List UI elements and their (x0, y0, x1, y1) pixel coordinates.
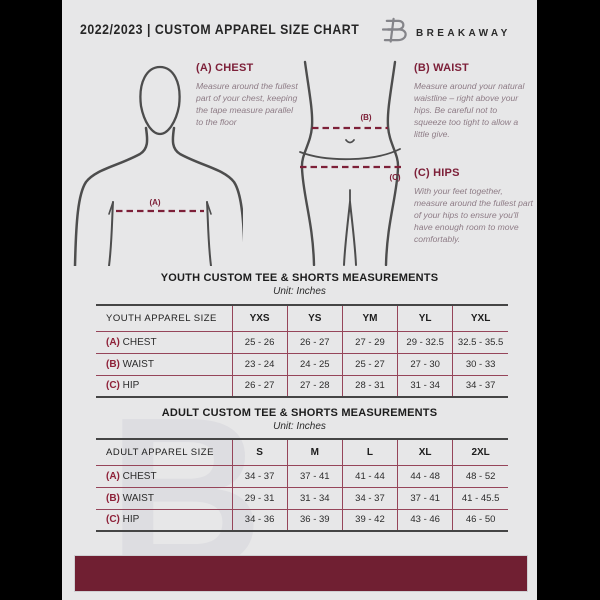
brand-name: BREAKAWAY (416, 27, 511, 39)
size-column-header: YXS (231, 305, 288, 332)
measurement-value: 23 - 24 (231, 353, 288, 376)
row-label-cell: (B) WAIST (96, 487, 232, 510)
measurement-value: 30 - 33 (452, 353, 508, 376)
measure-key: (A) (106, 470, 120, 482)
measurement-row: (C) HIP 34 - 36 36 - 39 39 - 42 43 - 46 46 - … (96, 509, 508, 532)
youth-size-table: YOUTH APPAREL SIZE YXS YS YM YL YXL (A) CHEST… (96, 304, 508, 398)
footer-bar (74, 555, 528, 592)
chest-marker-label: (A) (149, 198, 160, 207)
size-column-header: YS (286, 305, 343, 332)
measurement-value: 34 - 37 (231, 465, 288, 488)
measurement-value: 29 - 31 (231, 487, 288, 510)
size-table-label-header: ADULT APPAREL SIZE (96, 439, 232, 466)
size-column-header: 2XL (452, 439, 508, 466)
hips-guide: (C) HIPS With your feet together, measur… (414, 167, 536, 245)
measurement-value: 32.5 - 35.5 (452, 331, 508, 354)
measurement-value: 25 - 26 (231, 331, 288, 354)
size-column-header: M (286, 439, 343, 466)
measurement-value: 41 - 45.5 (452, 487, 508, 510)
measure-key: (C) (106, 380, 120, 392)
measurement-value: 34 - 36 (231, 509, 288, 532)
row-label-cell: (C) HIP (96, 375, 232, 398)
chest-guide: (A) CHEST Measure around the fullest par… (196, 62, 302, 128)
measurement-value: 37 - 41 (286, 465, 343, 488)
measurement-value: 46 - 50 (452, 509, 508, 532)
measurement-value: 26 - 27 (231, 375, 288, 398)
measurement-value: 25 - 27 (341, 353, 398, 376)
measurement-value: 34 - 37 (341, 487, 398, 510)
measurement-row: (C) HIP 26 - 27 27 - 28 28 - 31 31 - 34 34 - … (96, 375, 508, 398)
youth-table-title: YOUTH CUSTOM TEE & SHORTS MEASUREMENTS (160, 272, 439, 284)
size-table-label-header: YOUTH APPAREL SIZE (96, 305, 232, 332)
measurement-value: 26 - 27 (286, 331, 343, 354)
waist-guide-heading: (B) WAIST (414, 62, 469, 74)
page-title: 2022/2023 | CUSTOM APPAREL SIZE CHART (80, 21, 360, 37)
lower-body-figure: (B) (C) (299, 60, 403, 266)
measurement-value: 43 - 46 (397, 509, 453, 532)
youth-table-unit: Unit: Inches (273, 286, 326, 297)
measure-key: (C) (106, 514, 120, 526)
measurement-row: (B) WAIST 29 - 31 31 - 34 34 - 37 37 - 41 41 … (96, 487, 508, 510)
measure-key: (A) (106, 336, 120, 348)
row-label-cell: (C) HIP (96, 509, 232, 532)
adult-table-title: ADULT CUSTOM TEE & SHORTS MEASUREMENTS (161, 407, 438, 419)
measurement-value: 48 - 52 (452, 465, 508, 488)
measurement-value: 27 - 30 (397, 353, 453, 376)
measure-key: (B) (106, 492, 120, 504)
measure-label: WAIST (119, 358, 154, 370)
size-column-header: YM (341, 305, 398, 332)
waist-guide-body: Measure around your natural waistline – … (414, 81, 525, 140)
torso-figure: (A) (73, 65, 243, 266)
hips-guide-body: With your feet together, measure around … (414, 186, 533, 245)
measurement-value: 28 - 31 (341, 375, 398, 398)
row-label-cell: (A) CHEST (96, 331, 232, 354)
measurement-value: 37 - 41 (397, 487, 453, 510)
size-column-header: S (231, 439, 288, 466)
size-column-header: L (341, 439, 398, 466)
measure-label: WAIST (119, 492, 154, 504)
measurement-value: 29 - 32.5 (397, 331, 453, 354)
row-label-cell: (B) WAIST (96, 353, 232, 376)
measurement-value: 41 - 44 (341, 465, 398, 488)
measurement-row: (A) CHEST 34 - 37 37 - 41 41 - 44 44 - 48 48 … (96, 465, 508, 488)
measurement-row: (B) WAIST 23 - 24 24 - 25 25 - 27 27 - 30 30 … (96, 353, 508, 376)
measure-key: (B) (106, 358, 120, 370)
measurement-value: 27 - 29 (341, 331, 398, 354)
measure-label: CHEST (119, 336, 157, 348)
size-column-header: YXL (452, 305, 508, 332)
adult-table-unit: Unit: Inches (273, 421, 326, 432)
chest-guide-body: Measure around the fullest part of your … (196, 81, 298, 128)
size-column-header: XL (397, 439, 453, 466)
row-label-cell: (A) CHEST (96, 465, 232, 488)
adult-size-table: ADULT APPAREL SIZE S M L XL 2XL (A) CHEST 34 -… (96, 438, 508, 532)
measurement-value: 31 - 34 (286, 487, 343, 510)
youth-header-row: YOUTH APPAREL SIZE YXS YS YM YL YXL (96, 305, 508, 332)
measurement-value: 27 - 28 (286, 375, 343, 398)
measurement-value: 36 - 39 (286, 509, 343, 532)
measurement-value: 44 - 48 (397, 465, 453, 488)
brand: BREAKAWAY (382, 15, 511, 45)
measure-label: HIP (119, 514, 140, 526)
hips-marker-label: (C) (389, 173, 400, 182)
waist-marker-label: (B) (360, 113, 371, 122)
measure-label: HIP (119, 380, 140, 392)
measurement-value: 34 - 37 (452, 375, 508, 398)
chest-guide-heading: (A) CHEST (196, 62, 254, 74)
breakaway-b-logo-icon (382, 17, 407, 43)
hips-guide-heading: (C) HIPS (414, 167, 460, 179)
size-chart-document: 2022/2023 | CUSTOM APPAREL SIZE CHART BR… (62, 0, 537, 600)
size-column-header: YL (397, 305, 453, 332)
measure-label: CHEST (119, 470, 157, 482)
waist-guide: (B) WAIST Measure around your natural wa… (414, 62, 528, 140)
measurement-value: 39 - 42 (341, 509, 398, 532)
adult-header-row: ADULT APPAREL SIZE S M L XL 2XL (96, 439, 508, 466)
measurement-value: 31 - 34 (397, 375, 453, 398)
measurement-value: 24 - 25 (286, 353, 343, 376)
measurement-row: (A) CHEST 25 - 26 26 - 27 27 - 29 29 - 32.5 3… (96, 331, 508, 354)
